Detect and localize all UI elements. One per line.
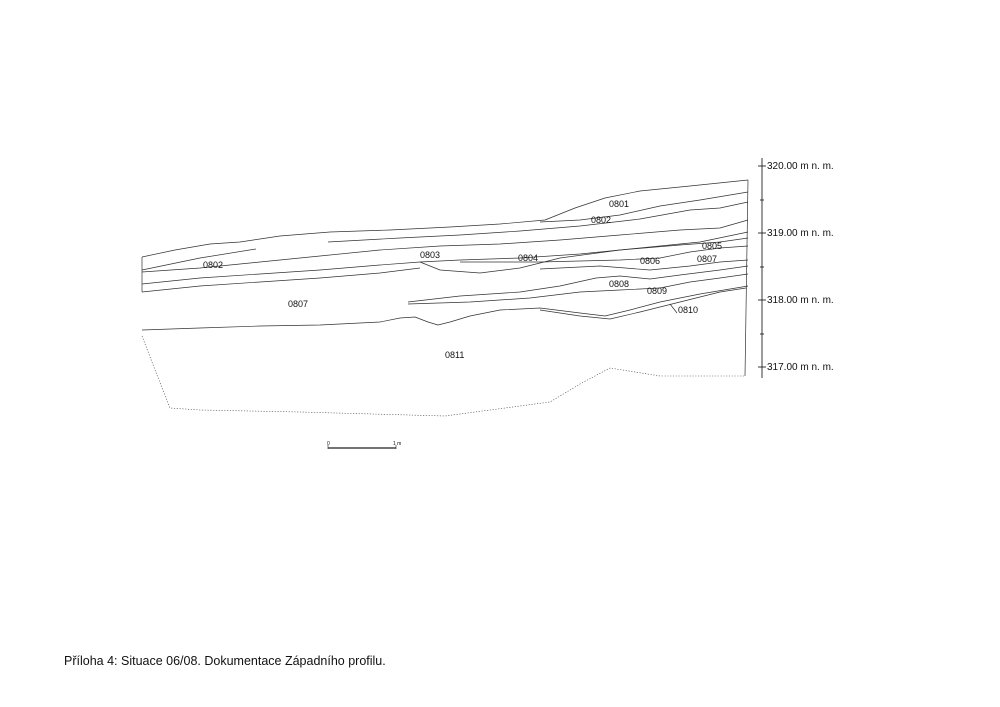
boundary-0802-left bbox=[141, 248, 257, 271]
scale-bar-end-label: 1 m bbox=[393, 441, 401, 447]
elevation-label-317: 317.00 m n. m. bbox=[767, 362, 834, 373]
boundary-0808-top bbox=[539, 259, 749, 271]
layer-label-0804: 0804 bbox=[518, 253, 538, 263]
elevation-label-318: 318.00 m n. m. bbox=[767, 295, 834, 306]
figure-caption: Příloha 4: Situace 06/08. Dokumentace Zá… bbox=[64, 654, 386, 668]
profile-bottom-outline bbox=[141, 335, 744, 417]
boundary-0806 bbox=[460, 245, 749, 263]
layer-label-0809: 0809 bbox=[647, 286, 667, 296]
boundary-0804 bbox=[419, 237, 749, 274]
layer-label-0810: 0810 bbox=[678, 305, 698, 315]
layer-label-0806: 0806 bbox=[640, 256, 660, 266]
boundary-0802-0803 bbox=[141, 219, 749, 273]
layer-label-0805: 0805 bbox=[702, 241, 722, 251]
profile-right-edge bbox=[744, 179, 749, 377]
layer-label-0803: 0803 bbox=[420, 250, 440, 260]
boundary-0809 bbox=[407, 273, 749, 305]
elevation-label-319: 319.00 m n. m. bbox=[767, 228, 834, 239]
boundary-0801 bbox=[539, 191, 749, 223]
layer-label-0811: 0811 bbox=[445, 350, 464, 360]
layer-label-0807-right: 0807 bbox=[697, 254, 717, 264]
boundary-0807-0811 bbox=[141, 285, 749, 331]
scale-bar-start-label: 0 bbox=[327, 441, 330, 447]
boundary-0808 bbox=[407, 265, 749, 303]
layer-label-0802-right: 0802 bbox=[591, 215, 611, 225]
layer-label-0807-left: 0807 bbox=[288, 299, 308, 309]
layer-label-0808: 0808 bbox=[609, 279, 629, 289]
boundary-upper bbox=[327, 201, 749, 243]
layer-label-0801: 0801 bbox=[609, 199, 629, 209]
boundary-0810-pointer bbox=[669, 303, 678, 314]
boundary-0807-upper bbox=[141, 267, 421, 293]
layer-label-0802-left: 0802 bbox=[203, 260, 223, 270]
profile-top-line bbox=[141, 179, 749, 258]
elevation-label-320: 320.00 m n. m. bbox=[767, 161, 834, 172]
boundary-0803-0807 bbox=[141, 231, 749, 285]
boundary-0810 bbox=[539, 287, 747, 320]
